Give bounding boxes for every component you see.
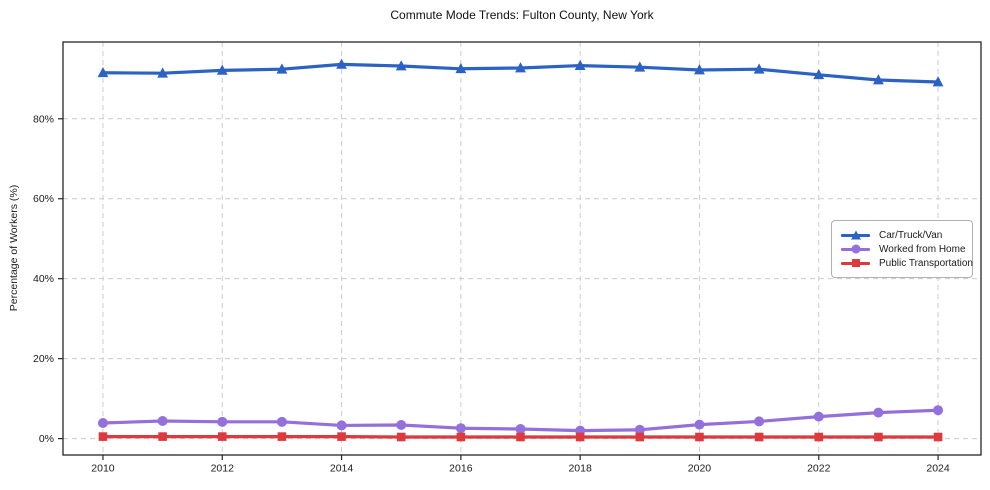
marker-public-transportation xyxy=(575,432,585,442)
y-tick-label: 0% xyxy=(39,433,54,445)
marker-public-transportation xyxy=(933,432,943,442)
marker-car-truck-van xyxy=(515,62,526,73)
marker-public-transportation xyxy=(635,432,645,442)
marker-worked-from-home xyxy=(694,419,705,430)
y-tick-label: 80% xyxy=(33,113,54,125)
marker-car-truck-van xyxy=(97,66,109,78)
marker-public-transportation xyxy=(98,432,108,441)
marker-car-truck-van xyxy=(574,59,586,70)
legend-label: Worked from Home xyxy=(879,243,966,255)
y-tick-label: 60% xyxy=(33,193,54,205)
marker-worked-from-home xyxy=(515,424,526,435)
legend-item-car-truck-van: Car/Truck/Van xyxy=(841,228,964,242)
marker-worked-from-home xyxy=(217,416,228,427)
marker-worked-from-home xyxy=(97,418,108,429)
marker-public-transportation xyxy=(695,432,704,442)
marker-car-truck-van xyxy=(336,58,347,69)
marker-car-truck-van xyxy=(395,60,407,71)
legend-swatch-line-icon xyxy=(841,257,870,269)
marker-worked-from-home xyxy=(276,416,287,427)
marker-worked-from-home xyxy=(455,423,466,434)
marker-public-transportation xyxy=(337,432,346,441)
marker-car-truck-van xyxy=(694,64,705,75)
x-tick-label: 2014 xyxy=(330,463,354,475)
marker-worked-from-home xyxy=(933,405,944,416)
marker-car-truck-van xyxy=(157,67,169,78)
marker-public-transportation xyxy=(754,432,764,442)
y-tick-label: 40% xyxy=(33,273,54,285)
marker-worked-from-home xyxy=(813,411,824,422)
legend: Car/Truck/Van Worked from Home Public Tr… xyxy=(831,220,973,278)
legend-swatch-line-icon xyxy=(841,243,870,255)
marker-public-transportation xyxy=(814,432,824,442)
legend-item-public-transportation: Public Transportation xyxy=(841,256,973,270)
legend-item-worked-from-home: Worked from Home xyxy=(841,242,966,256)
x-tick-label: 2018 xyxy=(568,463,592,475)
marker-public-transportation xyxy=(396,432,406,442)
marker-car-truck-van xyxy=(216,64,228,75)
marker-car-truck-van xyxy=(932,76,944,87)
x-tick-label: 2020 xyxy=(688,463,712,475)
x-tick-label: 2022 xyxy=(807,463,831,475)
marker-car-truck-van xyxy=(813,68,825,80)
x-tick-label: 2010 xyxy=(91,463,115,475)
y-tick-label: 20% xyxy=(33,353,54,365)
marker-worked-from-home xyxy=(336,420,347,431)
marker-public-transportation xyxy=(456,432,466,442)
circle-marker-icon xyxy=(851,244,860,254)
marker-car-truck-van xyxy=(455,62,467,74)
marker-worked-from-home xyxy=(754,416,765,427)
marker-public-transportation xyxy=(874,432,883,442)
legend-label: Car/Truck/Van xyxy=(879,229,943,241)
marker-public-transportation xyxy=(516,432,525,442)
marker-car-truck-van xyxy=(276,63,288,74)
marker-public-transportation xyxy=(158,432,167,441)
x-tick-label: 2024 xyxy=(926,463,950,475)
plot-border xyxy=(62,41,982,456)
marker-car-truck-van xyxy=(634,61,646,72)
triangle-marker-icon xyxy=(850,230,861,240)
marker-worked-from-home xyxy=(157,416,168,427)
chart-title: Commute Mode Trends: Fulton County, New … xyxy=(390,8,654,22)
marker-car-truck-van xyxy=(753,63,765,74)
marker-car-truck-van xyxy=(873,74,884,85)
marker-worked-from-home xyxy=(634,424,645,435)
square-marker-icon xyxy=(851,259,860,267)
marker-public-transportation xyxy=(277,432,287,441)
x-tick-label: 2016 xyxy=(449,463,473,475)
legend-swatch-line-icon xyxy=(841,229,870,241)
marker-worked-from-home xyxy=(396,420,407,431)
marker-worked-from-home xyxy=(873,407,884,418)
x-tick-label: 2012 xyxy=(211,463,235,475)
marker-public-transportation xyxy=(217,432,227,441)
legend-label: Public Transportation xyxy=(879,257,973,269)
